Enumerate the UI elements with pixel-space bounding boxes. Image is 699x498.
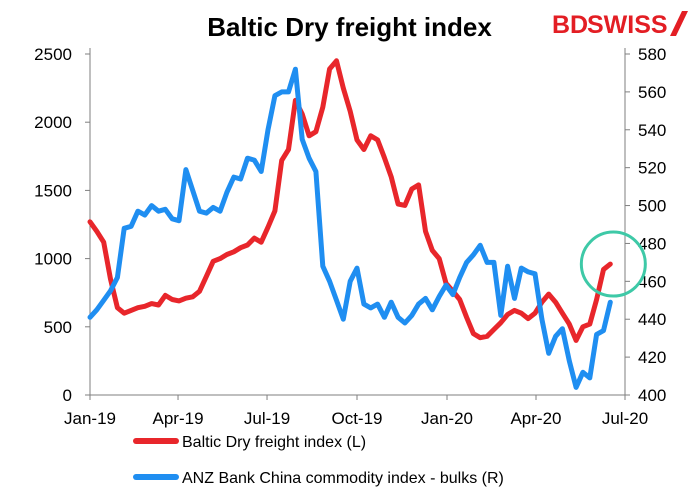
x-tick-label: Jan-20 bbox=[421, 409, 473, 428]
x-tick-label: Jul-20 bbox=[602, 409, 648, 428]
chart-axes: 0 500 1000 1500 2000 2500 400 420 440 460 480 500 52… bbox=[34, 45, 666, 428]
brand-logo-slash bbox=[670, 11, 688, 36]
y-right-tick-label: 540 bbox=[638, 121, 666, 140]
brand-logo: BD SWISS bbox=[552, 11, 688, 39]
brand-logo-prefix: BD bbox=[552, 11, 588, 39]
y-left-tick-label: 2500 bbox=[34, 45, 72, 64]
y-left-tick-label: 2000 bbox=[34, 113, 72, 132]
chart-title: Baltic Dry freight index bbox=[207, 12, 492, 42]
y-left-tick-label: 1000 bbox=[34, 250, 72, 269]
y-right-tick-label: 520 bbox=[638, 159, 666, 178]
y-right-tick-label: 460 bbox=[638, 272, 666, 291]
y-right-tick-label: 560 bbox=[638, 83, 666, 102]
series-line-baltic-dry bbox=[87, 58, 613, 343]
annotation-circle bbox=[579, 230, 647, 298]
chart-annotation bbox=[579, 230, 647, 298]
y-right-tick-label: 420 bbox=[638, 348, 666, 367]
x-tick-label: Jul-19 bbox=[244, 409, 290, 428]
y-right-tick-label: 480 bbox=[638, 234, 666, 253]
brand-logo-suffix: SWISS bbox=[587, 11, 668, 39]
x-tick-label: Apr-19 bbox=[153, 409, 204, 428]
x-tick-label: Jan-19 bbox=[64, 409, 116, 428]
legend-label: ANZ Bank China commodity index - bulks (… bbox=[182, 470, 504, 487]
x-tick-label: Apr-20 bbox=[510, 409, 561, 428]
legend-label: Baltic Dry freight index (L) bbox=[182, 434, 366, 451]
y-left-tick-label: 500 bbox=[44, 318, 72, 337]
y-left-tick-label: 0 bbox=[63, 386, 72, 405]
series-line-anz-china-bulks bbox=[87, 66, 613, 390]
y-right-tick-label: 580 bbox=[638, 45, 666, 64]
y-right-tick-label: 400 bbox=[638, 386, 666, 405]
x-tick-label: Oct-19 bbox=[331, 409, 382, 428]
y-right-tick-label: 500 bbox=[638, 197, 666, 216]
y-right-tick-label: 440 bbox=[638, 310, 666, 329]
chart-series bbox=[87, 58, 613, 390]
y-left-tick-label: 1500 bbox=[34, 181, 72, 200]
chart-legend: Baltic Dry freight index (L) ANZ Bank Chi… bbox=[133, 434, 504, 487]
